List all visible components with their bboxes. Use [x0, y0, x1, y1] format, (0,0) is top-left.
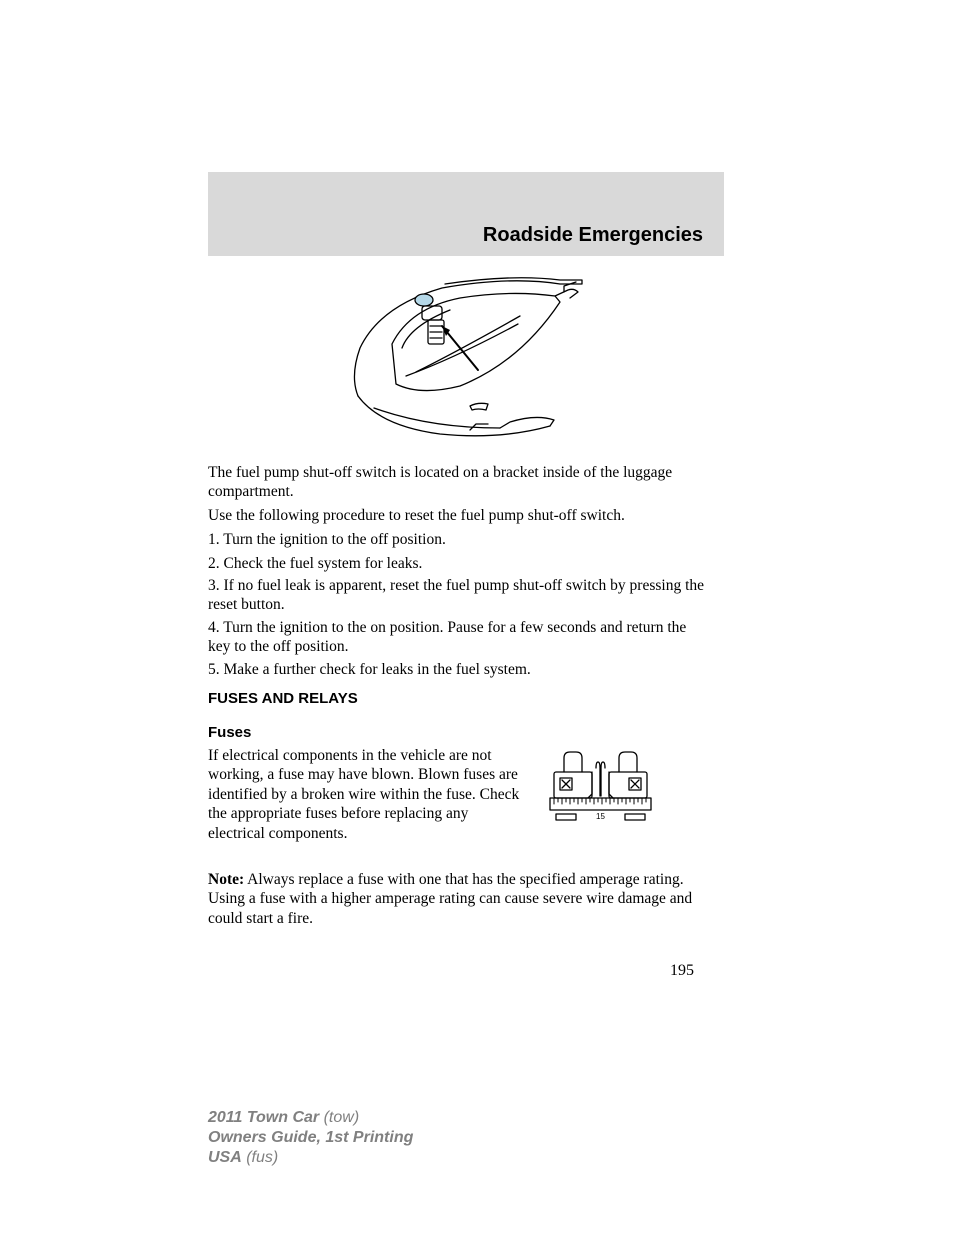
section-title: Roadside Emergencies: [208, 224, 703, 247]
note-text: Always replace a fuse with one that has …: [208, 871, 692, 927]
paragraph-fuses: If electrical components in the vehicle …: [208, 746, 528, 843]
step-4: 4. Turn the ignition to the on position.…: [208, 618, 708, 657]
footer: 2011 Town Car (tow) Owners Guide, 1st Pr…: [208, 1108, 413, 1168]
paragraph-note: Note: Always replace a fuse with one tha…: [208, 870, 708, 928]
fuse-label: 15: [596, 812, 605, 821]
footer-line-2: Owners Guide, 1st Printing: [208, 1128, 413, 1148]
footer-line-3: USA (fus): [208, 1148, 413, 1168]
note-label: Note:: [208, 871, 244, 888]
step-1: 1. Turn the ignition to the off position…: [208, 530, 708, 549]
step-2: 2. Check the fuel system for leaks.: [208, 554, 708, 573]
paragraph-procedure-intro: Use the following procedure to reset the…: [208, 506, 708, 525]
fuse-illustration: 15: [548, 748, 653, 828]
page-number: 195: [670, 962, 694, 980]
heading-fuses-relays: FUSES AND RELAYS: [208, 690, 358, 707]
step-3: 3. If no fuel leak is apparent, reset th…: [208, 576, 708, 615]
paragraph-location: The fuel pump shut-off switch is located…: [208, 463, 708, 502]
trunk-illustration: [350, 276, 590, 446]
footer-line-1: 2011 Town Car (tow): [208, 1108, 413, 1128]
step-5: 5. Make a further check for leaks in the…: [208, 660, 708, 679]
heading-fuses: Fuses: [208, 724, 251, 741]
